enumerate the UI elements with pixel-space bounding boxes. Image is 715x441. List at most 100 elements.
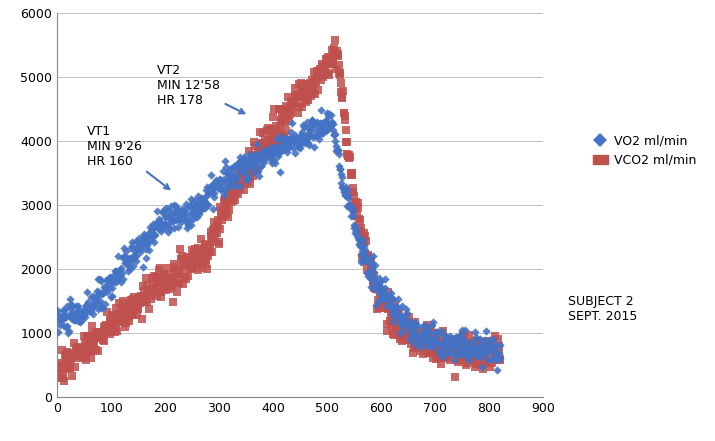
Point bbox=[154, 288, 166, 295]
Point bbox=[360, 238, 372, 245]
Point bbox=[209, 184, 221, 191]
Point bbox=[117, 305, 128, 312]
Point bbox=[265, 135, 277, 142]
Point bbox=[64, 312, 75, 319]
Point bbox=[241, 176, 252, 183]
Point bbox=[109, 277, 120, 284]
Point bbox=[440, 350, 452, 357]
Point bbox=[181, 225, 192, 232]
Point bbox=[62, 329, 74, 336]
Point bbox=[400, 331, 411, 338]
Point bbox=[186, 199, 197, 206]
Point bbox=[75, 347, 87, 354]
Point bbox=[185, 264, 197, 271]
Point bbox=[227, 179, 239, 186]
Point bbox=[333, 151, 345, 158]
Point bbox=[147, 275, 158, 282]
Point bbox=[235, 158, 247, 165]
Point bbox=[329, 131, 340, 138]
Point bbox=[473, 344, 484, 351]
Point bbox=[282, 135, 294, 142]
Point bbox=[90, 298, 102, 305]
Point bbox=[130, 237, 142, 244]
Point bbox=[494, 356, 506, 363]
Point bbox=[393, 332, 405, 339]
Point bbox=[197, 196, 209, 203]
Point bbox=[310, 79, 322, 86]
Point bbox=[116, 318, 127, 325]
Point bbox=[137, 282, 149, 289]
Point bbox=[72, 317, 84, 324]
Point bbox=[283, 105, 295, 112]
Point bbox=[88, 310, 99, 318]
Point bbox=[382, 321, 393, 328]
Point bbox=[445, 344, 457, 351]
Point bbox=[93, 288, 104, 295]
Point bbox=[180, 215, 192, 222]
Point bbox=[147, 225, 158, 232]
Point bbox=[423, 349, 435, 356]
Point bbox=[63, 327, 74, 334]
Point bbox=[214, 204, 226, 211]
Point bbox=[108, 314, 119, 321]
Point bbox=[66, 357, 77, 364]
Point bbox=[188, 248, 199, 255]
Point bbox=[196, 251, 207, 258]
Point bbox=[176, 262, 187, 269]
Point bbox=[162, 223, 173, 230]
Point bbox=[164, 286, 176, 293]
Point bbox=[57, 312, 69, 319]
Point bbox=[94, 276, 106, 283]
Point bbox=[64, 365, 75, 372]
Point bbox=[245, 180, 256, 187]
Point bbox=[463, 358, 475, 365]
Point bbox=[287, 100, 299, 107]
Point bbox=[368, 268, 380, 275]
Point bbox=[181, 262, 192, 269]
Point bbox=[132, 238, 144, 245]
Point bbox=[217, 206, 229, 213]
Point bbox=[340, 183, 352, 191]
Point bbox=[174, 245, 186, 252]
Point bbox=[134, 293, 146, 300]
Point bbox=[189, 196, 201, 203]
Point bbox=[62, 360, 74, 367]
Point bbox=[139, 240, 150, 247]
Point bbox=[392, 296, 403, 303]
Point bbox=[446, 351, 458, 358]
Point bbox=[396, 317, 408, 324]
Point bbox=[177, 209, 188, 216]
Point bbox=[447, 349, 458, 356]
Point bbox=[390, 303, 402, 310]
Point bbox=[104, 284, 115, 292]
Point bbox=[59, 313, 71, 320]
Point bbox=[273, 146, 285, 153]
Point bbox=[220, 210, 232, 217]
Point bbox=[473, 345, 484, 352]
Point bbox=[408, 327, 420, 334]
Point bbox=[489, 333, 500, 340]
Point bbox=[68, 351, 79, 358]
Point bbox=[380, 294, 391, 301]
Point bbox=[88, 340, 99, 347]
Point bbox=[426, 340, 438, 347]
Point bbox=[380, 304, 391, 311]
Point bbox=[436, 339, 448, 346]
Point bbox=[305, 131, 317, 138]
Point bbox=[125, 245, 137, 252]
Point bbox=[180, 276, 192, 283]
Point bbox=[445, 347, 456, 354]
Point bbox=[494, 355, 506, 362]
Point bbox=[252, 150, 263, 157]
Point bbox=[455, 331, 467, 338]
Point bbox=[227, 186, 238, 193]
Point bbox=[77, 314, 88, 321]
Point bbox=[445, 349, 456, 356]
Point bbox=[425, 326, 437, 333]
Point bbox=[137, 315, 148, 322]
Point bbox=[268, 157, 280, 164]
Point bbox=[79, 351, 91, 359]
Point bbox=[322, 110, 333, 117]
Point bbox=[360, 258, 371, 265]
Point bbox=[352, 234, 363, 241]
